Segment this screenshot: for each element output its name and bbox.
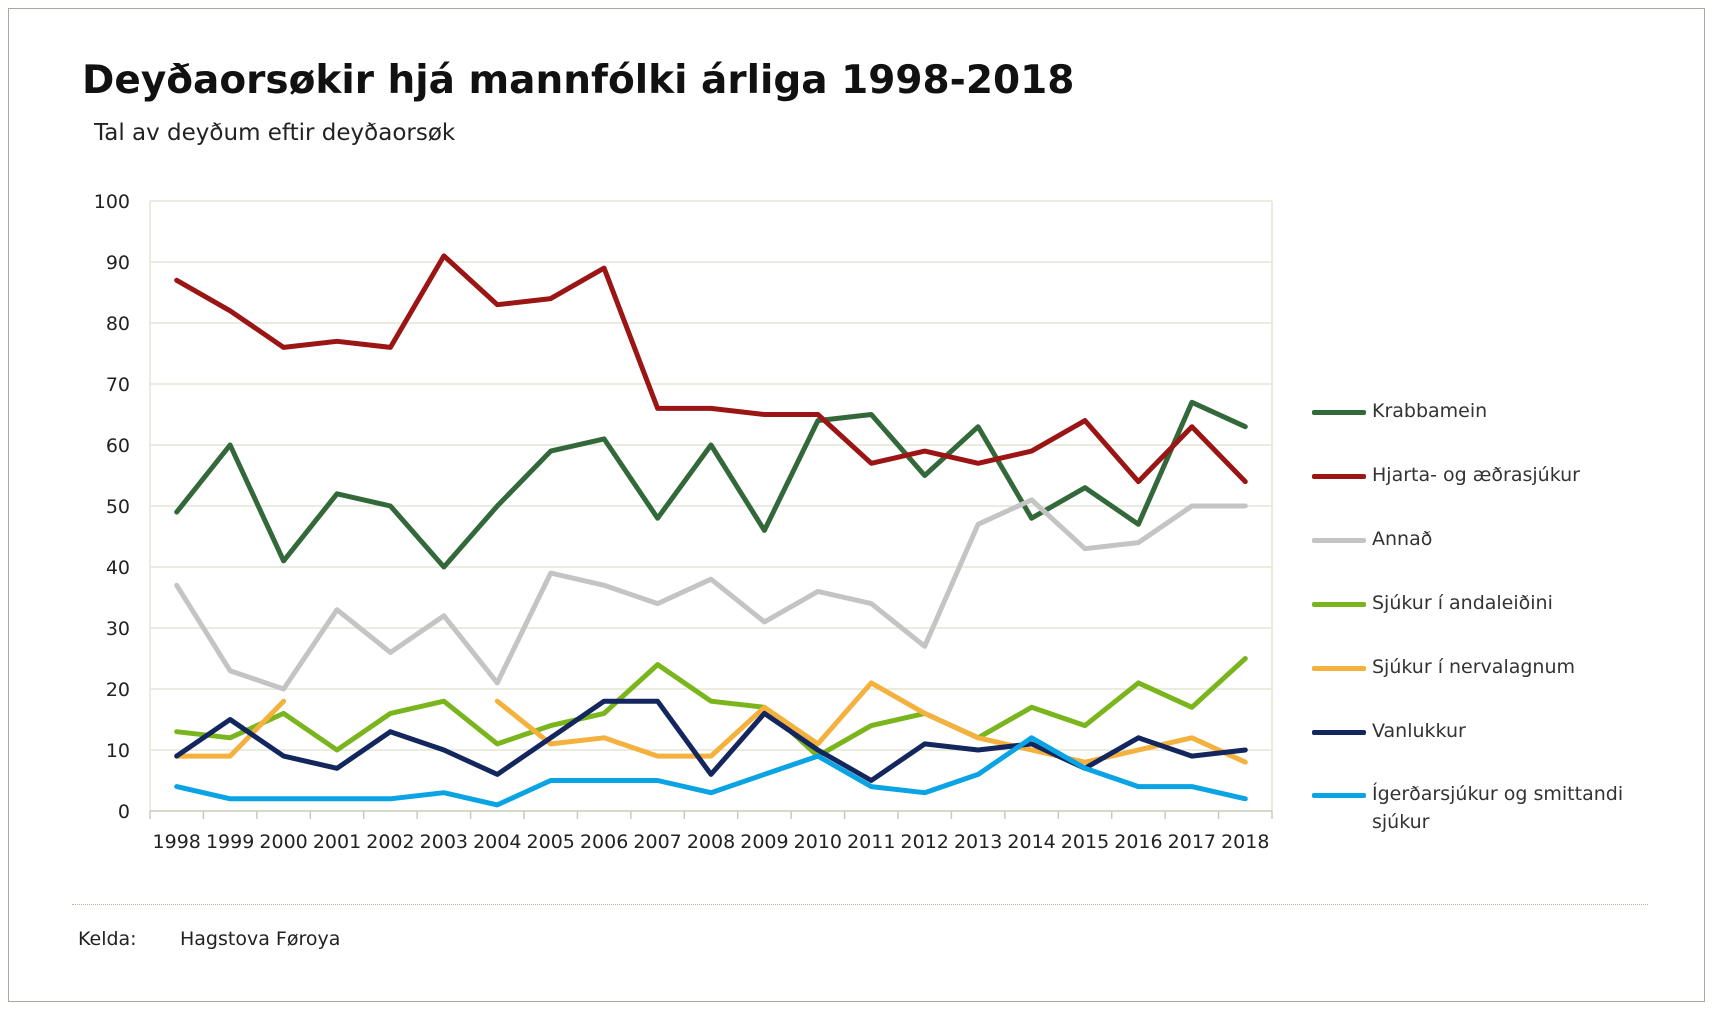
y-tick-label: 50 [106, 496, 130, 518]
x-tick-label: 2005 [527, 831, 575, 853]
x-tick-label: 2000 [259, 831, 307, 853]
x-tick-label: 2013 [954, 831, 1002, 853]
y-tick-label: 80 [106, 313, 130, 335]
x-tick-label: 2004 [473, 831, 521, 853]
y-tick-label: 0 [118, 801, 130, 823]
series-line [174, 735, 1248, 808]
series-4 [174, 656, 1248, 759]
x-tick-label: 2009 [740, 831, 788, 853]
legend-item: Hjarta- og æðrasjúkur [1312, 461, 1662, 489]
legend-swatch [1312, 538, 1366, 543]
x-tick-label: 1999 [206, 831, 254, 853]
x-axis-tick-marks [149, 811, 1273, 819]
plot-area-border [149, 201, 1273, 812]
legend-swatch [1312, 602, 1366, 607]
series-2 [174, 253, 1248, 485]
legend-item: Vanlukkur [1312, 717, 1662, 745]
legend-label: Ígerðarsjúkur og smittandi sjúkur [1372, 783, 1624, 833]
legend-label: Krabbamein [1372, 400, 1488, 422]
x-tick-label: 2010 [794, 831, 842, 853]
series-5 [174, 680, 1248, 765]
chart-frame [8, 8, 1705, 1002]
y-tick-label: 30 [106, 618, 130, 640]
x-tick-label: 2007 [633, 831, 681, 853]
source-label: Kelda: [78, 928, 137, 950]
series-line [174, 497, 1248, 692]
x-tick-label: 2014 [1007, 831, 1055, 853]
y-tick-label: 100 [94, 191, 130, 213]
series-3 [174, 497, 1248, 692]
series-line [174, 399, 1248, 570]
x-tick-label: 2003 [420, 831, 468, 853]
series-lines [174, 253, 1248, 808]
x-tick-label: 2011 [847, 831, 895, 853]
series-line [174, 253, 1248, 485]
gridlines [150, 200, 1272, 751]
y-tick-label: 90 [106, 252, 130, 274]
legend-label: Sjúkur í andaleiðini [1372, 592, 1553, 614]
legend-item: Krabbamein [1312, 397, 1662, 425]
series-line [174, 656, 1248, 759]
x-tick-label: 2016 [1114, 831, 1162, 853]
legend-label: Sjúkur í nervalagnum [1372, 656, 1576, 678]
legend-swatch [1312, 793, 1366, 798]
x-axis-tick-labels: 1998 1999 2000 2001 2002 2003 2004 2005 2006 2007… [153, 831, 1270, 853]
legend-item: Ígerðarsjúkur og smittandi sjúkur [1312, 780, 1662, 836]
x-tick-label: 2015 [1061, 831, 1109, 853]
chart-title: Deyðaorsøkir hjá mannfólki árliga 1998-2… [82, 58, 1075, 103]
y-tick-label: 20 [106, 679, 130, 701]
x-tick-label: 2006 [580, 831, 628, 853]
source-value: Hagstova Føroya [180, 928, 341, 950]
legend-swatch [1312, 474, 1366, 479]
legend-label: Vanlukkur [1372, 720, 1466, 742]
y-tick-label: 10 [106, 740, 130, 762]
legend-label: Annað [1372, 528, 1433, 550]
legend-item: Sjúkur í andaleiðini [1312, 589, 1662, 617]
y-tick-label: 70 [106, 374, 130, 396]
series-line [174, 680, 1248, 765]
legend-item: Annað [1312, 525, 1662, 553]
legend-swatch [1312, 410, 1366, 415]
x-tick-label: 2018 [1221, 831, 1269, 853]
x-tick-label: 2012 [901, 831, 949, 853]
legend-label: Hjarta- og æðrasjúkur [1372, 464, 1580, 486]
x-tick-label: 2001 [313, 831, 361, 853]
x-tick-label: 2002 [366, 831, 414, 853]
x-tick-label: 1998 [153, 831, 201, 853]
legend-item: Sjúkur í nervalagnum [1312, 653, 1662, 681]
y-tick-label: 60 [106, 435, 130, 457]
chart-subtitle: Tal av deyðum eftir deyðaorsøk [94, 120, 456, 146]
series-1 [174, 399, 1248, 570]
footer-divider [72, 904, 1648, 905]
legend-swatch [1312, 730, 1366, 735]
x-tick-label: 2017 [1168, 831, 1216, 853]
legend-swatch [1312, 666, 1366, 671]
series-7 [174, 735, 1248, 808]
y-axis-tick-labels: 0 10 20 30 40 50 60 70 80 90 100 [94, 191, 130, 823]
y-tick-label: 40 [106, 557, 130, 579]
x-tick-label: 2008 [687, 831, 735, 853]
